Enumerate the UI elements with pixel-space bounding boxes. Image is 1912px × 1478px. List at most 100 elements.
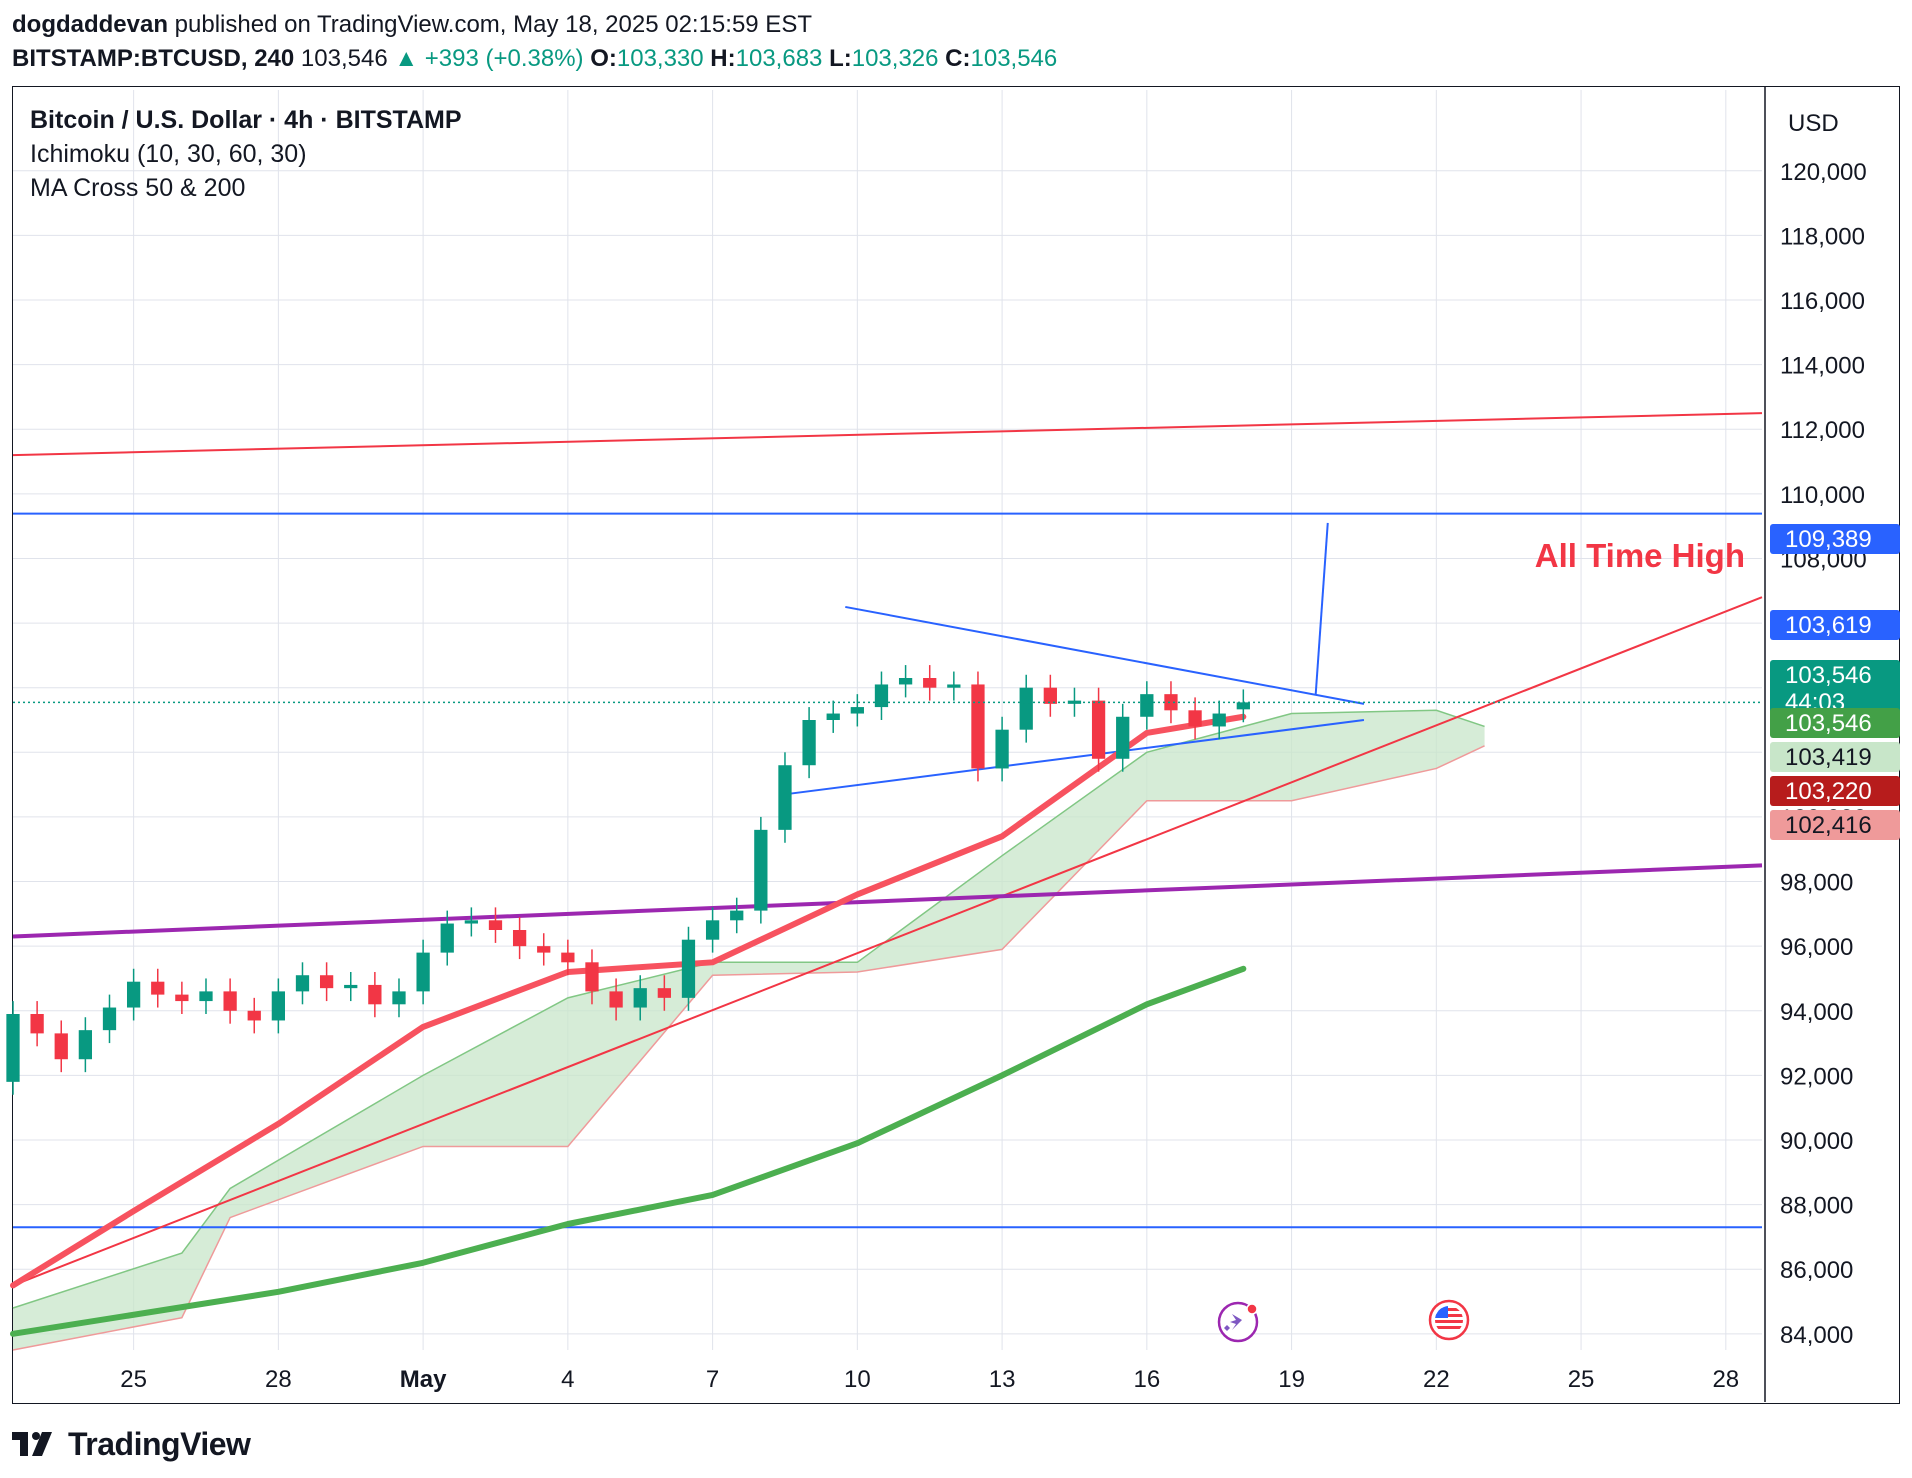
y-tick-label: 98,000	[1780, 870, 1853, 897]
candle-body	[947, 684, 961, 688]
kumo-fill	[13, 710, 1485, 1350]
author-name[interactable]: dogdaddevan	[12, 11, 169, 38]
low-label: L:	[822, 45, 852, 72]
x-tick-label: 4	[561, 1366, 574, 1393]
ideas-sparkle-icon[interactable]	[1217, 1301, 1259, 1343]
candle-body	[1116, 716, 1130, 759]
candle-body	[319, 975, 334, 989]
tradingview-logo-icon[interactable]	[12, 1430, 60, 1458]
candle-body	[1091, 700, 1106, 759]
legend-title[interactable]: Bitcoin / U.S. Dollar · 4h · BITSTAMP	[30, 106, 462, 134]
price-tag-bg	[1770, 660, 1900, 718]
close-value: 103,546	[970, 45, 1058, 72]
candle-body	[826, 713, 840, 720]
candle-body	[151, 981, 165, 995]
candle-body	[126, 981, 141, 1008]
x-tick-label: May	[400, 1366, 447, 1393]
y-tick-label: 90,000	[1780, 1128, 1853, 1155]
y-tick-label: 86,000	[1780, 1257, 1853, 1284]
open-label: O:	[583, 45, 617, 72]
price-tag-label: 103,546	[1785, 662, 1872, 689]
price-tag: 102,416	[1770, 810, 1900, 840]
candle-body	[6, 1014, 20, 1082]
price-tag: 103,419	[1770, 742, 1900, 772]
tradingview-brand[interactable]: TradingView	[68, 1425, 251, 1462]
symbol-line: BITSTAMP:BTCUSD, 240 103,546 ▲ +393 (+0.…	[12, 42, 1892, 76]
price-tag: 103,220	[1770, 776, 1900, 806]
y-tick-label: 114,000	[1780, 353, 1865, 380]
candle-body	[416, 952, 430, 992]
price-tag: 109,389	[1770, 524, 1900, 554]
candle-body	[874, 684, 889, 708]
x-tick-label: 16	[1133, 1366, 1160, 1393]
senkou-span-a	[12, 709, 1485, 1309]
price-tag-bg	[1770, 708, 1900, 738]
candle-body	[199, 991, 213, 1002]
last-price: 103,546	[294, 45, 395, 72]
candle-body	[633, 988, 647, 1008]
candle-body	[1043, 687, 1057, 704]
price-tag-bg	[1770, 810, 1900, 840]
symbol-label: BITSTAMP:BTCUSD, 240	[12, 45, 295, 72]
y-tick-label: 112,000	[1780, 417, 1865, 444]
price-tag-bg	[1770, 742, 1900, 772]
candle-body	[392, 991, 406, 1005]
candle-body	[657, 988, 671, 998]
moving-averages	[10, 713, 1247, 1337]
legend-ichimoku[interactable]: Ichimoku (10, 30, 60, 30)	[30, 140, 307, 168]
candle-body	[754, 829, 768, 911]
currency-label: USD	[1788, 110, 1839, 137]
candle-body	[898, 678, 913, 685]
candle-body	[1164, 694, 1178, 711]
candle-body	[488, 920, 503, 930]
purple-trendline	[12, 863, 1763, 939]
candle-body	[368, 984, 382, 1005]
price-tag-label: 102,416	[1785, 812, 1872, 839]
grid	[13, 90, 1762, 1350]
senkou-span-b	[12, 745, 1485, 1351]
triangle-upper	[845, 605, 1365, 705]
y-tick-label: 110,000	[1780, 482, 1865, 509]
red-ascending-trendline	[12, 596, 1763, 1287]
ma-200-line	[10, 965, 1247, 1337]
publish-line: dogdaddevan published on TradingView.com…	[12, 8, 1892, 42]
candle-body	[30, 1014, 44, 1034]
x-tick-label: 19	[1278, 1366, 1305, 1393]
candle-body	[295, 975, 310, 992]
candle-body	[175, 994, 189, 1002]
drawings[interactable]: All Time High	[12, 412, 1763, 1287]
y-tick-label: 84,000	[1780, 1322, 1853, 1349]
price-tag-label: 103,546	[1785, 710, 1872, 737]
x-tick-label: 25	[120, 1366, 147, 1393]
candle-body	[78, 1030, 93, 1060]
candle-body	[561, 952, 575, 963]
price-tag-label: 103,419	[1785, 744, 1872, 771]
close-label: C:	[938, 45, 971, 72]
y-tick-label: 120,000	[1780, 159, 1867, 186]
price-tag-label: 103,220	[1785, 778, 1872, 805]
price-tag-label: 103,619	[1785, 612, 1872, 639]
low-value: 103,326	[851, 45, 939, 72]
candle-body	[971, 684, 985, 769]
y-tick-label: 116,000	[1780, 288, 1865, 315]
candle-body	[102, 1007, 117, 1031]
price-tag-bg	[1770, 776, 1900, 806]
y-tick-label: 96,000	[1780, 934, 1853, 961]
x-tick-label: 7	[706, 1366, 719, 1393]
legend-ma-cross[interactable]: MA Cross 50 & 200	[30, 174, 246, 202]
x-tick-label: 13	[989, 1366, 1016, 1393]
open-value: 103,330	[616, 45, 704, 72]
us-flag-event-icon[interactable]	[1428, 1299, 1470, 1341]
x-tick-label: 28	[1712, 1366, 1739, 1393]
candle-body	[223, 991, 237, 1011]
event-icons[interactable]	[1217, 1299, 1470, 1343]
candle-body	[537, 946, 551, 953]
candles[interactable]	[6, 665, 1762, 1095]
chart-header: dogdaddevan published on TradingView.com…	[12, 8, 1892, 76]
price-tag-bg	[1770, 524, 1900, 554]
candle-body	[1212, 713, 1226, 727]
high-label: H:	[703, 45, 736, 72]
x-tick-label: 25	[1568, 1366, 1595, 1393]
candle-body	[850, 707, 864, 714]
